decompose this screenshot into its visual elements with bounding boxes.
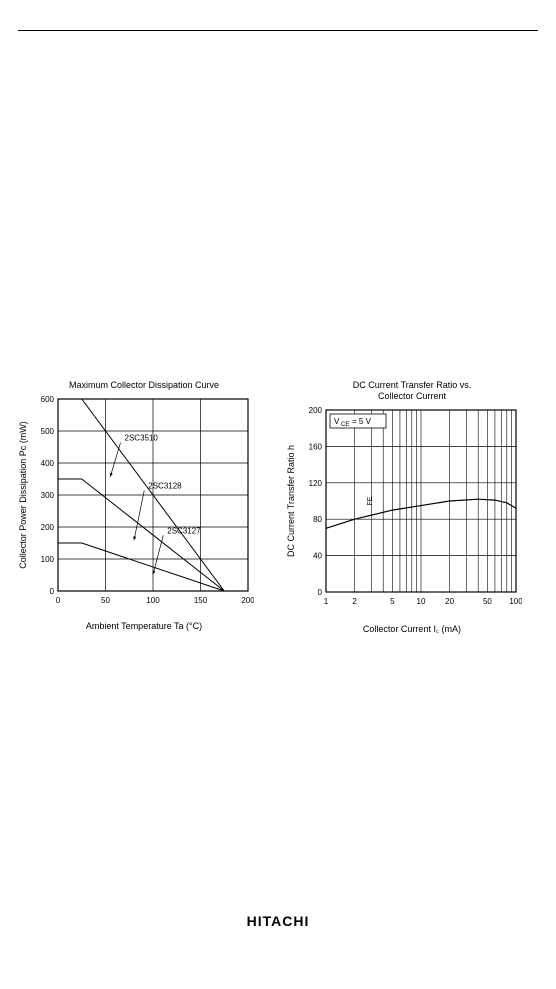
right-chart-wrap: DC Current Transfer Ratio vs. Collector … <box>282 380 542 635</box>
right-chart-title: DC Current Transfer Ratio vs. Collector … <box>282 380 542 402</box>
svg-text:10: 10 <box>417 597 426 606</box>
svg-text:DC Current Transfer Ratio h: DC Current Transfer Ratio h <box>286 445 296 557</box>
svg-text:2SC3127: 2SC3127 <box>167 526 201 535</box>
right-xlabel: Collector Current I꜀ (mA) <box>282 622 542 635</box>
left-xlabel: Ambient Temperature Ta (°C) <box>14 621 274 631</box>
svg-text:2: 2 <box>352 597 357 606</box>
svg-text:= 5 V: = 5 V <box>352 417 372 426</box>
svg-text:2SC3128: 2SC3128 <box>148 481 182 490</box>
svg-text:V: V <box>334 417 340 426</box>
svg-text:0: 0 <box>318 588 323 597</box>
svg-text:500: 500 <box>41 427 55 436</box>
footer-brand: HITACHI <box>0 913 556 929</box>
svg-text:20: 20 <box>445 597 454 606</box>
svg-text:300: 300 <box>41 491 55 500</box>
svg-text:50: 50 <box>101 596 110 605</box>
right-chart-svg: 0 40 80 120 160 200 1 2 5 10 20 50 100 VCE= 5 V DC Cur… <box>282 406 522 616</box>
svg-text:Collector Power Dissipation P: Collector Power Dissipation Pc (mW) <box>18 421 28 569</box>
svg-text:2SC3510: 2SC3510 <box>125 433 159 442</box>
svg-text:5: 5 <box>390 597 395 606</box>
svg-text:100: 100 <box>41 555 55 564</box>
svg-text:40: 40 <box>313 551 322 560</box>
svg-text:150: 150 <box>194 596 208 605</box>
svg-text:120: 120 <box>309 478 323 487</box>
svg-text:0: 0 <box>50 587 55 596</box>
svg-text:FE: FE <box>367 496 374 505</box>
charts-row: Maximum Collector Dissipation Curve 0100… <box>0 380 556 635</box>
svg-text:200: 200 <box>309 406 323 415</box>
svg-text:100: 100 <box>509 597 522 606</box>
svg-text:CE: CE <box>341 422 349 428</box>
svg-text:100: 100 <box>146 596 160 605</box>
svg-text:1: 1 <box>324 597 329 606</box>
svg-text:160: 160 <box>309 442 323 451</box>
left-chart-svg: 0 100 200 300 400 500 600 0 50 100 150 200 2SC3510 2S… <box>14 395 254 615</box>
svg-text:0: 0 <box>56 596 61 605</box>
svg-text:600: 600 <box>41 395 55 404</box>
svg-text:50: 50 <box>483 597 492 606</box>
top-rule <box>18 30 538 31</box>
svg-text:400: 400 <box>41 459 55 468</box>
svg-text:200: 200 <box>41 523 55 532</box>
svg-text:80: 80 <box>313 515 322 524</box>
left-chart-wrap: Maximum Collector Dissipation Curve 0 100… <box>14 380 274 635</box>
svg-text:200: 200 <box>241 596 254 605</box>
left-chart-title: Maximum Collector Dissipation Curve <box>14 380 274 391</box>
